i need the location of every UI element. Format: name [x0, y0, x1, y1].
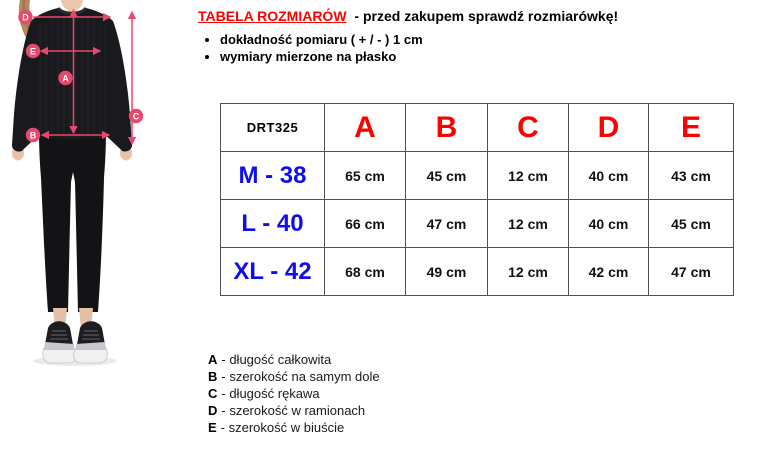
- measurement-cell: 12 cm: [487, 151, 569, 200]
- measurement-marker-b: B: [25, 127, 41, 143]
- legend-description: - długość rękawa: [221, 386, 320, 401]
- legend-letter: D: [208, 403, 218, 418]
- legend-item: B- szerokość na samym dole: [208, 368, 380, 385]
- right-sneaker: [73, 321, 108, 364]
- measurement-marker-e: E: [25, 43, 41, 59]
- size-label-cell: M - 38: [220, 151, 325, 200]
- column-header-b: B: [405, 103, 488, 152]
- measurement-cell: 45 cm: [648, 199, 734, 248]
- title-note: - przed zakupem sprawdź rozmiarówkę!: [354, 8, 619, 24]
- marker-letter-d: D: [22, 12, 29, 22]
- bullet-item: dokładność pomiaru ( + / - ) 1 cm: [220, 32, 758, 48]
- legend-description: - długość całkowita: [221, 352, 332, 367]
- neck: [61, 0, 83, 12]
- measurement-cell: 47 cm: [405, 199, 488, 248]
- table-header-row: DRT325 A B C D E: [220, 103, 734, 152]
- legend-item: A- długość całkowita: [208, 351, 380, 368]
- column-header-e: E: [648, 103, 734, 152]
- measurement-marker-a: A: [58, 70, 73, 86]
- header: TABELA ROZMIARÓW - przed zakupem sprawdź…: [198, 7, 758, 66]
- measurement-marker-c: C: [128, 108, 144, 124]
- legend-letter: C: [208, 386, 218, 401]
- table-row: L - 40 66 cm 47 cm 12 cm 40 cm 45 cm: [220, 199, 734, 248]
- left-sneaker: [42, 321, 77, 364]
- measurement-cell: 12 cm: [487, 247, 569, 296]
- page-title: TABELA ROZMIARÓW - przed zakupem sprawdź…: [198, 7, 758, 25]
- measurement-legend: A- długość całkowita B- szerokość na sam…: [208, 351, 380, 436]
- size-label-cell: XL - 42: [220, 247, 325, 296]
- measurement-cell: 45 cm: [405, 151, 488, 200]
- legend-letter: A: [208, 352, 218, 367]
- table-row: XL - 42 68 cm 49 cm 12 cm 42 cm 47 cm: [220, 247, 734, 296]
- marker-letter-c: C: [133, 111, 140, 121]
- column-header-d: D: [568, 103, 649, 152]
- legend-letter: E: [208, 420, 217, 435]
- legend-letter: B: [208, 369, 218, 384]
- column-header-c: C: [487, 103, 569, 152]
- model-photo: D E A B C: [11, 0, 144, 366]
- leggings: [39, 130, 106, 312]
- measurement-cell: 42 cm: [568, 247, 649, 296]
- measurement-cell: 12 cm: [487, 199, 569, 248]
- measurement-overlay: D E A B C: [18, 8, 144, 146]
- legend-item: C- długość rękawa: [208, 385, 380, 402]
- measurement-cell: 65 cm: [324, 151, 406, 200]
- table-row: M - 38 65 cm 45 cm 12 cm 40 cm 43 cm: [220, 151, 734, 200]
- marker-letter-e: E: [30, 46, 36, 56]
- measurement-cell: 47 cm: [648, 247, 734, 296]
- measurement-marker-d: D: [18, 9, 33, 25]
- legend-description: - szerokość w ramionach: [221, 403, 366, 418]
- size-table: DRT325 A B C D E M - 38 65 cm 45 cm 12 c…: [220, 103, 734, 296]
- marker-letter-b: B: [30, 130, 37, 140]
- bullet-item: wymiary mierzone na płasko: [220, 49, 758, 65]
- measurement-cell: 43 cm: [648, 151, 734, 200]
- title-accent: TABELA ROZMIARÓW: [198, 8, 347, 24]
- measurement-cell: 40 cm: [568, 151, 649, 200]
- measurement-cell: 68 cm: [324, 247, 406, 296]
- legend-description: - szerokość na samym dole: [221, 369, 380, 384]
- column-header-a: A: [324, 103, 406, 152]
- measurement-cell: 40 cm: [568, 199, 649, 248]
- legend-item: D- szerokość w ramionach: [208, 402, 380, 419]
- measurement-cell: 66 cm: [324, 199, 406, 248]
- product-code-cell: DRT325: [220, 103, 325, 152]
- marker-letter-a: A: [62, 73, 69, 83]
- legend-item: E- szerokość w biuście: [208, 419, 380, 436]
- measurement-cell: 49 cm: [405, 247, 488, 296]
- info-bullets: dokładność pomiaru ( + / - ) 1 cm wymiar…: [198, 32, 758, 65]
- legend-description: - szerokość w biuście: [220, 420, 345, 435]
- size-label-cell: L - 40: [220, 199, 325, 248]
